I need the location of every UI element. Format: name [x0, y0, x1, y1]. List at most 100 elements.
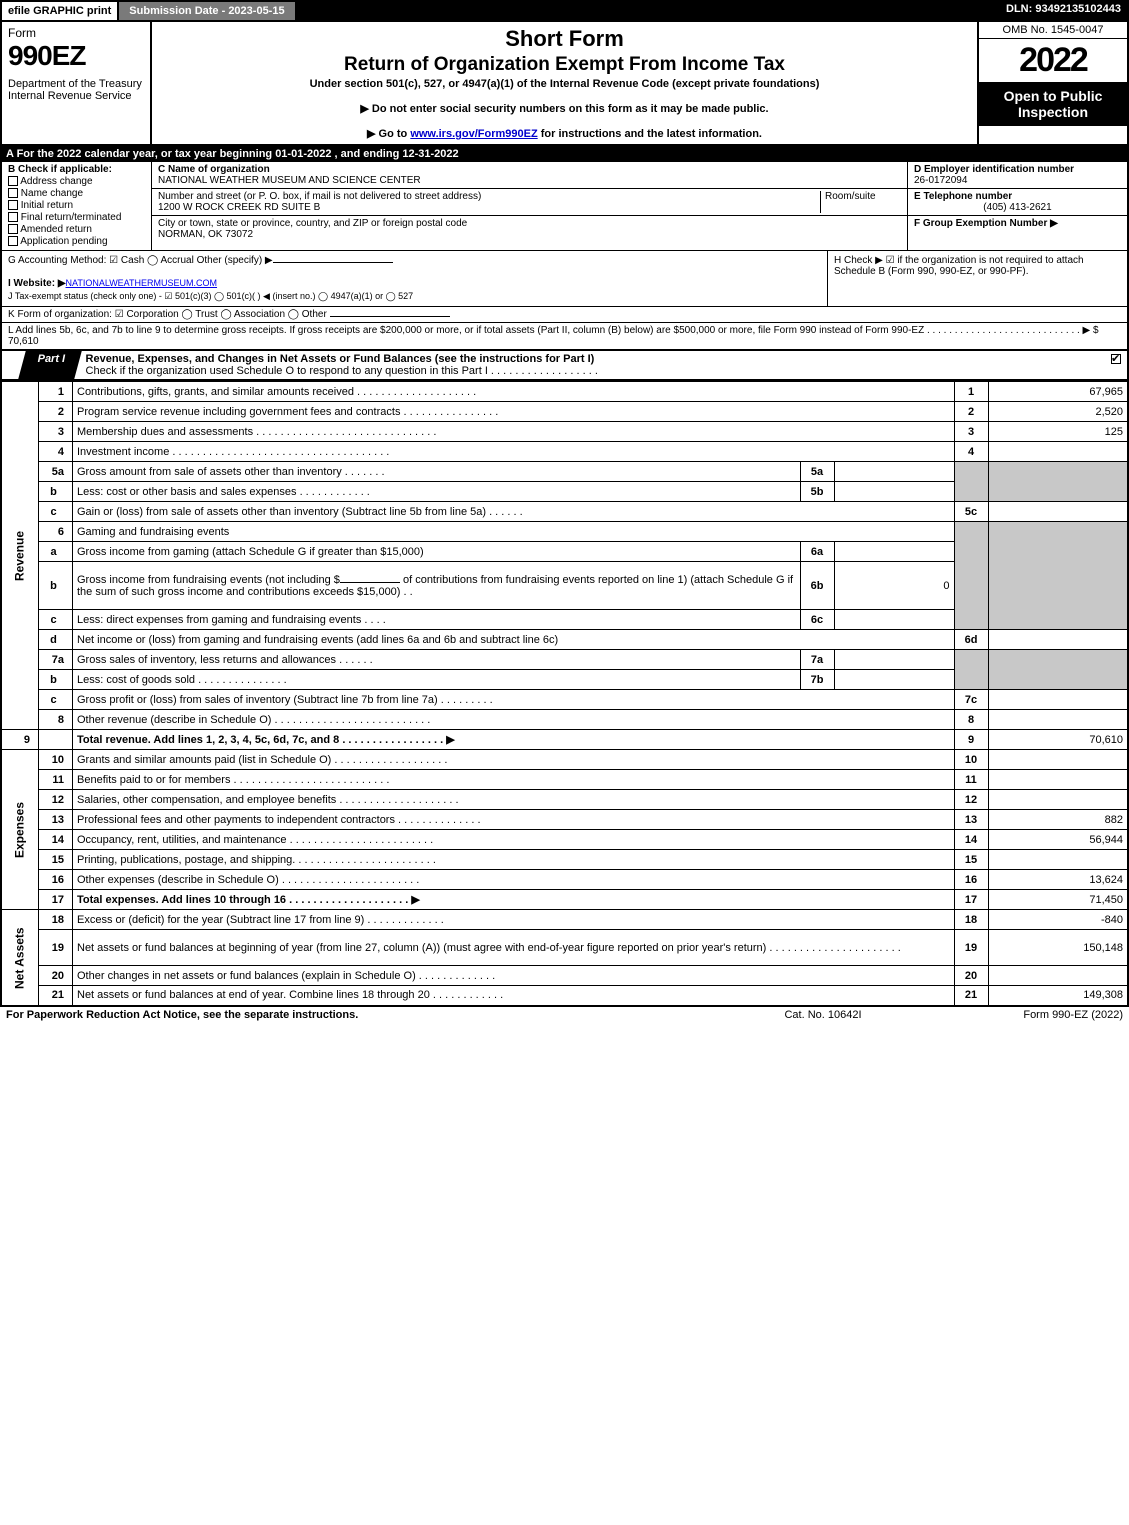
row-6-desc: Gaming and fundraising events: [73, 522, 955, 542]
row-18-rnum: 18: [954, 910, 988, 930]
row-15-rnum: 15: [954, 850, 988, 870]
row-11-num: 11: [39, 770, 73, 790]
row-6d-desc: Net income or (loss) from gaming and fun…: [73, 630, 955, 650]
row-17-desc: Total expenses. Add lines 10 through 16 …: [73, 890, 955, 910]
efile-label: efile GRAPHIC print: [0, 0, 119, 22]
main-title: Return of Organization Exempt From Incom…: [158, 54, 971, 76]
row-1-rnum: 1: [954, 382, 988, 402]
chk-application-pending[interactable]: Application pending: [8, 236, 145, 247]
row-10-amt: [988, 750, 1128, 770]
short-form-title: Short Form: [158, 26, 971, 52]
header-right: OMB No. 1545-0047 2022 Open to Public In…: [977, 22, 1127, 144]
line-l: L Add lines 5b, 6c, and 7b to line 9 to …: [0, 323, 1129, 350]
row-1-num: 1: [39, 382, 73, 402]
i-label: I Website: ▶: [8, 278, 66, 289]
row-7ab-grey: [954, 650, 988, 690]
row-7b-desc: Less: cost of goods sold . . . . . . . .…: [73, 670, 801, 690]
row-21-num: 21: [39, 986, 73, 1006]
row-5c-amt: [988, 502, 1128, 522]
part1-checkbox[interactable]: [1111, 354, 1121, 364]
row-5ab-grey: [954, 462, 988, 502]
row-2-desc: Program service revenue including govern…: [73, 402, 955, 422]
row-7c-amt: [988, 690, 1128, 710]
row-11-rnum: 11: [954, 770, 988, 790]
chk-amended-return[interactable]: Amended return: [8, 224, 145, 235]
row-21-amt: 149,308: [988, 986, 1128, 1006]
row-17-rnum: 17: [954, 890, 988, 910]
row-5a-desc: Gross amount from sale of assets other t…: [73, 462, 801, 482]
notice-link-row: ▶ Go to www.irs.gov/Form990EZ for instru…: [158, 127, 971, 140]
row-11-amt: [988, 770, 1128, 790]
submission-date: Submission Date - 2023-05-15: [119, 0, 296, 22]
row-19-desc: Net assets or fund balances at beginning…: [73, 930, 955, 966]
e-label: E Telephone number: [914, 191, 1121, 202]
chk-name-change[interactable]: Name change: [8, 188, 145, 199]
row-19-amt: 150,148: [988, 930, 1128, 966]
row-6a-midval: [834, 542, 954, 562]
row-1-amt: 67,965: [988, 382, 1128, 402]
row-2-num: 2: [39, 402, 73, 422]
row-13-desc: Professional fees and other payments to …: [73, 810, 955, 830]
row-7b-mid: 7b: [800, 670, 834, 690]
dept-label: Department of the Treasury Internal Reve…: [8, 78, 144, 102]
row-5b-midval: [834, 482, 954, 502]
footer-cat: Cat. No. 10642I: [723, 1009, 923, 1021]
row-16-desc: Other expenses (describe in Schedule O) …: [73, 870, 955, 890]
footer-form: Form 990-EZ (2022): [923, 1009, 1123, 1021]
row-6a-mid: 6a: [800, 542, 834, 562]
sidebar-revenue: Revenue: [1, 382, 39, 730]
subtitle: Under section 501(c), 527, or 4947(a)(1)…: [158, 78, 971, 90]
sidebar-expenses: Expenses: [1, 750, 39, 910]
row-8-num: 8: [39, 710, 73, 730]
row-4-amt: [988, 442, 1128, 462]
org-city: NORMAN, OK 73072: [158, 229, 901, 240]
row-3-amt: 125: [988, 422, 1128, 442]
chk-final-return[interactable]: Final return/terminated: [8, 212, 145, 223]
d-label: D Employer identification number: [914, 164, 1121, 175]
section-c: C Name of organization NATIONAL WEATHER …: [152, 162, 907, 250]
row-20-num: 20: [39, 966, 73, 986]
row-20-desc: Other changes in net assets or fund bala…: [73, 966, 955, 986]
room-label: Room/suite: [825, 191, 901, 202]
dln-label: DLN: 93492135102443: [998, 0, 1129, 22]
row-16-amt: 13,624: [988, 870, 1128, 890]
row-6-num: 6: [39, 522, 73, 542]
row-1-desc: Contributions, gifts, grants, and simila…: [73, 382, 955, 402]
row-6a-desc: Gross income from gaming (attach Schedul…: [73, 542, 801, 562]
website-link[interactable]: NATIONALWEATHERMUSEUM.COM: [66, 278, 218, 288]
row-2-rnum: 2: [954, 402, 988, 422]
row-5a-mid: 5a: [800, 462, 834, 482]
org-address: 1200 W ROCK CREEK RD SUITE B: [158, 202, 816, 213]
row-15-desc: Printing, publications, postage, and shi…: [73, 850, 955, 870]
row-16-num: 16: [39, 870, 73, 890]
chk-initial-return[interactable]: Initial return: [8, 200, 145, 211]
row-3-rnum: 3: [954, 422, 988, 442]
row-6d-amt: [988, 630, 1128, 650]
c-name-label: C Name of organization: [158, 164, 901, 175]
row-7a-desc: Gross sales of inventory, less returns a…: [73, 650, 801, 670]
tax-year: 2022: [979, 39, 1127, 82]
row-15-num: 15: [39, 850, 73, 870]
row-6c-midval: [834, 610, 954, 630]
row-12-rnum: 12: [954, 790, 988, 810]
row-7b-midval: [834, 670, 954, 690]
part1-check: Check if the organization used Schedule …: [86, 365, 598, 377]
irs-link[interactable]: www.irs.gov/Form990EZ: [410, 128, 537, 140]
row-9-amt: 70,610: [988, 730, 1128, 750]
part1-table: Revenue 1 Contributions, gifts, grants, …: [0, 381, 1129, 1007]
line-a: A For the 2022 calendar year, or tax yea…: [0, 146, 1129, 162]
row-14-amt: 56,944: [988, 830, 1128, 850]
chk-address-change[interactable]: Address change: [8, 176, 145, 187]
goto-suffix: for instructions and the latest informat…: [538, 128, 762, 140]
row-8-amt: [988, 710, 1128, 730]
row-6b-midval: 0: [834, 562, 954, 610]
row-3-num: 3: [39, 422, 73, 442]
notice-ssn: ▶ Do not enter social security numbers o…: [158, 102, 971, 115]
row-12-num: 12: [39, 790, 73, 810]
row-11-desc: Benefits paid to or for members . . . . …: [73, 770, 955, 790]
row-5a-midval: [834, 462, 954, 482]
row-9-desc: Total revenue. Add lines 1, 2, 3, 4, 5c,…: [73, 730, 955, 750]
row-3-desc: Membership dues and assessments . . . . …: [73, 422, 955, 442]
row-6b-mid: 6b: [800, 562, 834, 610]
org-name: NATIONAL WEATHER MUSEUM AND SCIENCE CENT…: [158, 175, 901, 186]
